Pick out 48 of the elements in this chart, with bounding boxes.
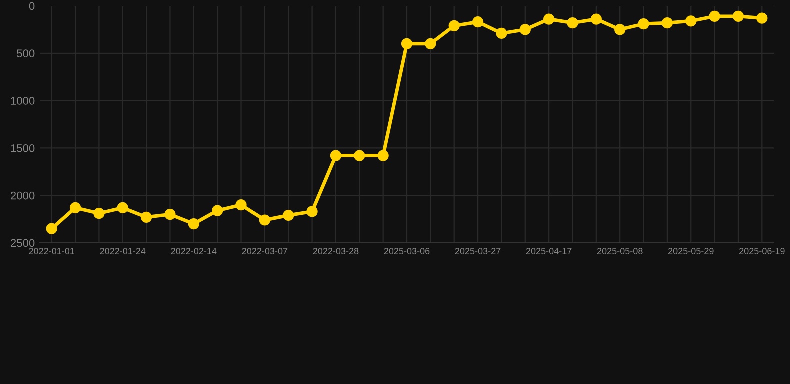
point xyxy=(306,206,318,218)
point xyxy=(401,38,413,50)
x-tick-label: 2025-06-19 xyxy=(740,248,785,254)
y-tick-label: 1000 xyxy=(11,97,35,105)
point xyxy=(520,24,531,36)
y-tick-label: 2000 xyxy=(10,192,35,200)
point xyxy=(354,150,366,162)
x-tick-label: 2025-05-29 xyxy=(668,248,714,254)
point xyxy=(46,223,58,234)
point xyxy=(425,38,436,50)
point xyxy=(330,150,342,162)
point xyxy=(472,16,484,28)
point xyxy=(567,18,578,29)
point xyxy=(686,16,697,27)
y-tick-label: 500 xyxy=(17,50,35,58)
point xyxy=(70,202,82,214)
point xyxy=(259,214,270,226)
x-tick-label: 2025-03-27 xyxy=(455,248,501,254)
y-tick-label: 2500 xyxy=(10,239,35,248)
point xyxy=(448,20,460,32)
point xyxy=(236,200,247,211)
point xyxy=(662,18,674,29)
point xyxy=(283,210,294,222)
y-tick-label: 1500 xyxy=(11,144,35,152)
x-tick-label: 2022-01-24 xyxy=(100,248,146,254)
y-tick-label: 0 xyxy=(29,2,35,10)
point xyxy=(590,14,602,25)
point xyxy=(212,205,224,216)
point xyxy=(544,14,555,25)
point xyxy=(94,208,105,220)
x-tick-label: 2025-05-08 xyxy=(597,248,643,254)
point xyxy=(709,10,720,22)
x-tick-label: 2025-03-06 xyxy=(384,248,430,254)
point xyxy=(638,18,650,30)
x-tick-label: 2022-01-01 xyxy=(29,248,74,254)
x-tick-label: 2022-03-07 xyxy=(242,248,288,254)
point xyxy=(188,218,200,230)
x-tick-label: 2022-03-28 xyxy=(313,248,359,254)
x-tick-label: 2022-02-14 xyxy=(171,248,217,254)
point xyxy=(378,150,389,162)
point xyxy=(117,202,128,214)
point xyxy=(756,12,768,24)
x-tick-label: 2025-04-17 xyxy=(526,248,572,254)
point xyxy=(164,209,176,220)
point xyxy=(732,10,744,22)
point xyxy=(496,28,508,40)
point xyxy=(614,24,626,36)
point xyxy=(140,212,152,223)
